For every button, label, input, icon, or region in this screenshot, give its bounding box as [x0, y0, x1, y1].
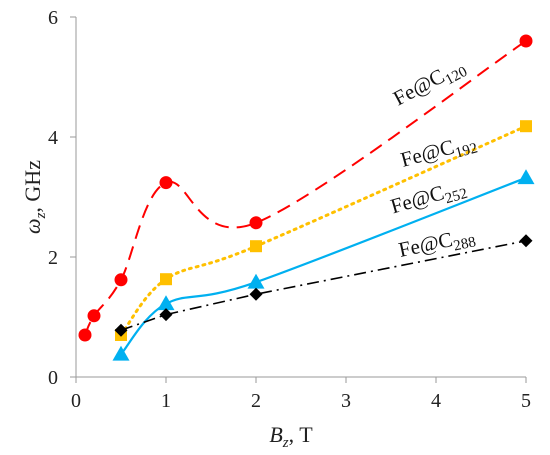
data-point	[159, 308, 173, 322]
x-tick-label: 2	[251, 390, 261, 412]
series-line	[120, 176, 527, 355]
series-fe-c288	[114, 234, 533, 337]
data-point	[112, 345, 130, 361]
data-point	[247, 273, 265, 289]
data-point	[249, 216, 263, 230]
series-fe-c120	[78, 34, 533, 342]
series-line	[119, 124, 528, 337]
data-point	[157, 295, 175, 311]
series-label: Fe@C120	[389, 53, 470, 114]
x-tick-label: 4	[431, 390, 441, 412]
data-point	[250, 240, 262, 253]
y-axis-title: ωz, GHz	[20, 160, 49, 234]
axes: 0 1 2 3 4 5 0 2 4 6 Bz, T ωz, GHz	[20, 7, 531, 451]
data-point	[78, 328, 92, 342]
x-axis-title: Bz, T	[269, 422, 313, 451]
data-point	[114, 273, 128, 287]
y-tick-label: 6	[48, 7, 58, 29]
y-tick-label: 0	[48, 367, 58, 389]
x-tick-label: 3	[341, 390, 351, 412]
data-point	[160, 273, 172, 286]
x-tick-label: 5	[521, 390, 531, 412]
y-tick-label: 4	[48, 127, 58, 149]
series-label: Fe@C288	[396, 222, 477, 265]
data-point	[519, 34, 533, 48]
y-tick-label: 2	[48, 247, 58, 269]
series-label: Fe@C192	[398, 129, 479, 176]
data-point	[520, 120, 532, 133]
x-tick-label: 1	[161, 390, 171, 412]
data-point	[114, 323, 128, 337]
series-line	[120, 240, 527, 331]
data-point	[519, 234, 533, 248]
series-group	[78, 34, 535, 361]
x-tick-label: 0	[71, 390, 81, 412]
data-point	[159, 176, 173, 190]
series-fe-c252	[112, 169, 535, 361]
data-point	[517, 169, 535, 185]
data-point	[87, 309, 101, 323]
data-point	[249, 287, 263, 301]
